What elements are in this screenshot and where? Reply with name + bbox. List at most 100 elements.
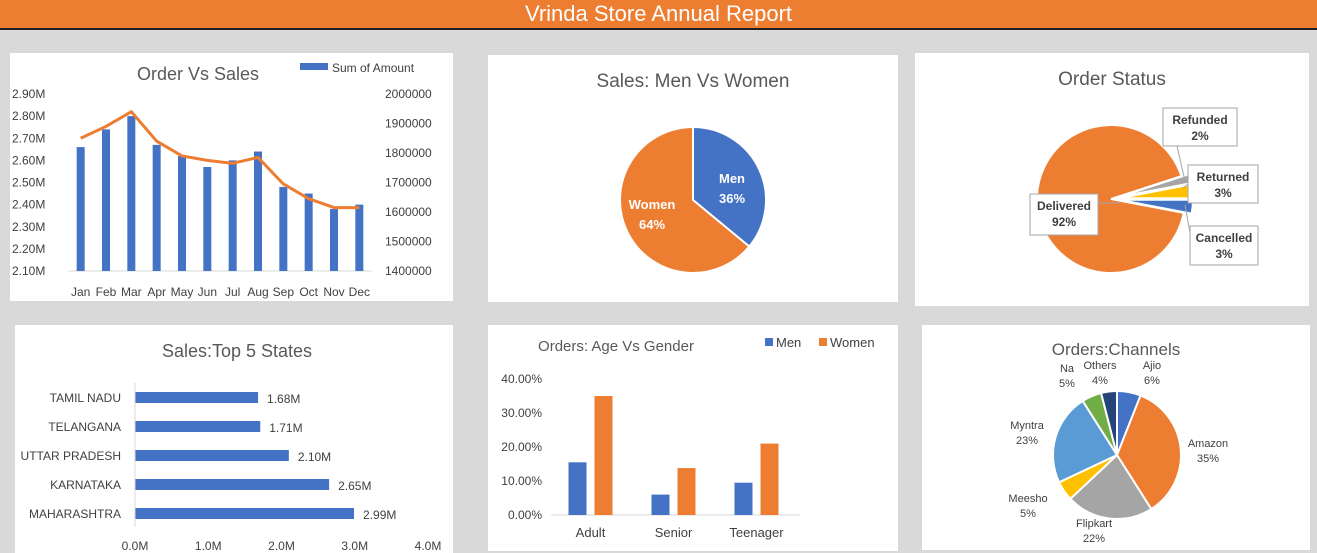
callout-box-cancelled (1189, 225, 1259, 266)
callout-box-returned (1187, 164, 1259, 204)
callout-value-returned: 3% (1214, 186, 1232, 200)
x-tick-label: 4.0M (415, 539, 442, 553)
right-tick-label: 1900000 (385, 117, 432, 131)
age-gender-chart: Orders: Age Vs Gender Men Women 0.00% 10.00%… (501, 335, 875, 540)
bar-men-senior (651, 494, 670, 515)
category-label: MAHARASHTRA (29, 507, 121, 521)
order-vs-sales-panel: Order Vs Sales Sum of Amount 2.10M 2.20M 2.3… (10, 53, 453, 301)
chart-title: Orders:Channels (1052, 340, 1181, 359)
bar-aug (254, 151, 262, 271)
bar-karnataka (135, 479, 330, 490)
slice-label-ajio: Ajio (1143, 360, 1161, 372)
bar-mar (127, 116, 136, 271)
sales-men-women-panel: Sales: Men Vs Women Men 36% Women 64% (488, 55, 898, 302)
left-tick-label: 2.50M (12, 176, 45, 190)
value-label: 1.71M (269, 421, 302, 435)
left-tick-label: 2.60M (12, 153, 45, 167)
slice-value-ajio: 6% (1144, 375, 1160, 387)
bar-maharashtra (135, 508, 355, 519)
callout-box-delivered (1029, 193, 1099, 236)
legend-label: Sum of Amount (332, 61, 415, 75)
x-tick-label: Adult (576, 525, 606, 540)
x-tick-label: 0.0M (122, 539, 149, 553)
slice-value-men: 36% (719, 191, 745, 206)
bar-women-teenager (760, 443, 779, 515)
channel-slice-amazon (1115, 394, 1182, 511)
leader-line-cancelled (1184, 204, 1191, 234)
gender-slice-men (692, 125, 767, 248)
left-tick-label: 2.80M (12, 109, 45, 123)
legend-swatch-women (819, 338, 827, 346)
left-tick-label: 2.40M (12, 198, 45, 212)
slice-value-women: 64% (639, 217, 665, 232)
order-status-chart: Order Status Refunded 2% Returned 3% Cancelle… (1029, 69, 1259, 274)
x-tick-label: Sep (273, 285, 295, 299)
bar-sep (279, 186, 288, 271)
bar-may (178, 155, 186, 271)
chart-title: Orders: Age Vs Gender (538, 338, 694, 355)
slice-label-flipkart: Flipkart (1076, 518, 1112, 530)
bar-jan (76, 147, 85, 271)
slice-value-meesho: 5% (1020, 508, 1036, 520)
slice-value-others: 4% (1092, 375, 1108, 387)
bar-uttar-pradesh (135, 450, 289, 461)
slice-label-na: Na (1060, 363, 1075, 375)
slice-label-men: Men (719, 171, 745, 186)
x-tick-label: Senior (655, 525, 693, 540)
right-tick-label: 2000000 (385, 87, 432, 101)
bar-jun (203, 167, 212, 271)
legend-swatch-men (765, 338, 773, 346)
right-tick-label: 1400000 (385, 264, 432, 278)
slice-value-flipkart: 22% (1083, 533, 1105, 545)
value-label: 1.68M (267, 392, 300, 406)
slice-value-amazon: 35% (1197, 453, 1219, 465)
sales-men-women-chart: Sales: Men Vs Women Men 36% Women 64% (597, 71, 790, 274)
legend-label-women: Women (830, 335, 875, 350)
channel-slice-flipkart (1068, 453, 1153, 520)
chart-title: Sales: Men Vs Women (597, 71, 790, 92)
bar-feb (102, 129, 110, 271)
legend-label-men: Men (776, 335, 801, 350)
slice-label-meesho: Meesho (1008, 493, 1047, 505)
slice-label-others: Others (1083, 360, 1117, 372)
left-tick-label: 2.30M (12, 220, 45, 234)
leader-line-returned (1182, 183, 1189, 189)
right-tick-label: 1600000 (385, 205, 432, 219)
category-label: UTTAR PRADESH (21, 449, 121, 463)
x-tick-label: Jan (71, 285, 90, 299)
bar-nov (330, 209, 338, 271)
chart-title: Order Vs Sales (137, 64, 259, 84)
slice-value-myntra: 23% (1016, 435, 1038, 447)
bar-tamil-nadu (135, 392, 259, 403)
x-tick-label: Jul (225, 285, 240, 299)
x-tick-label: Apr (147, 285, 166, 299)
y-tick-label: 10.00% (501, 474, 542, 488)
top-states-chart: Sales:Top 5 States TAMIL NADU 1.68M TELANGA… (21, 341, 442, 553)
x-tick-label: Jun (198, 285, 217, 299)
bar-men-teenager (734, 482, 753, 515)
left-tick-label: 2.70M (12, 131, 45, 145)
report-title: Vrinda Store Annual Report (0, 0, 1317, 30)
bar-men-adult (568, 462, 587, 515)
callout-value-refunded: 2% (1191, 129, 1209, 143)
x-tick-label: Feb (96, 285, 117, 299)
category-label: TELANGANA (48, 420, 121, 434)
callout-label-cancelled: Cancelled (1196, 231, 1253, 245)
channel-slice-myntra (1052, 399, 1119, 484)
right-tick-label: 1700000 (385, 176, 432, 190)
slice-label-myntra: Myntra (1010, 420, 1045, 432)
value-label: 2.65M (338, 479, 371, 493)
x-tick-label: May (171, 285, 194, 299)
x-tick-label: Dec (349, 285, 370, 299)
y-tick-label: 0.00% (508, 508, 542, 522)
x-tick-label: Teenager (729, 525, 784, 540)
bar-oct (304, 193, 313, 271)
right-tick-label: 1800000 (385, 146, 432, 160)
callout-box-refunded (1162, 107, 1238, 147)
gender-slice-women (619, 125, 751, 274)
callout-value-delivered: 92% (1052, 215, 1076, 229)
order-vs-sales-chart: Order Vs Sales Sum of Amount 2.10M 2.20M 2.3… (12, 61, 432, 299)
channels-panel: Orders:Channels Ajio 6% Amazon 35% Flipkart 22… (922, 325, 1310, 550)
x-tick-label: 2.0M (268, 539, 295, 553)
chart-title: Sales:Top 5 States (162, 341, 312, 361)
